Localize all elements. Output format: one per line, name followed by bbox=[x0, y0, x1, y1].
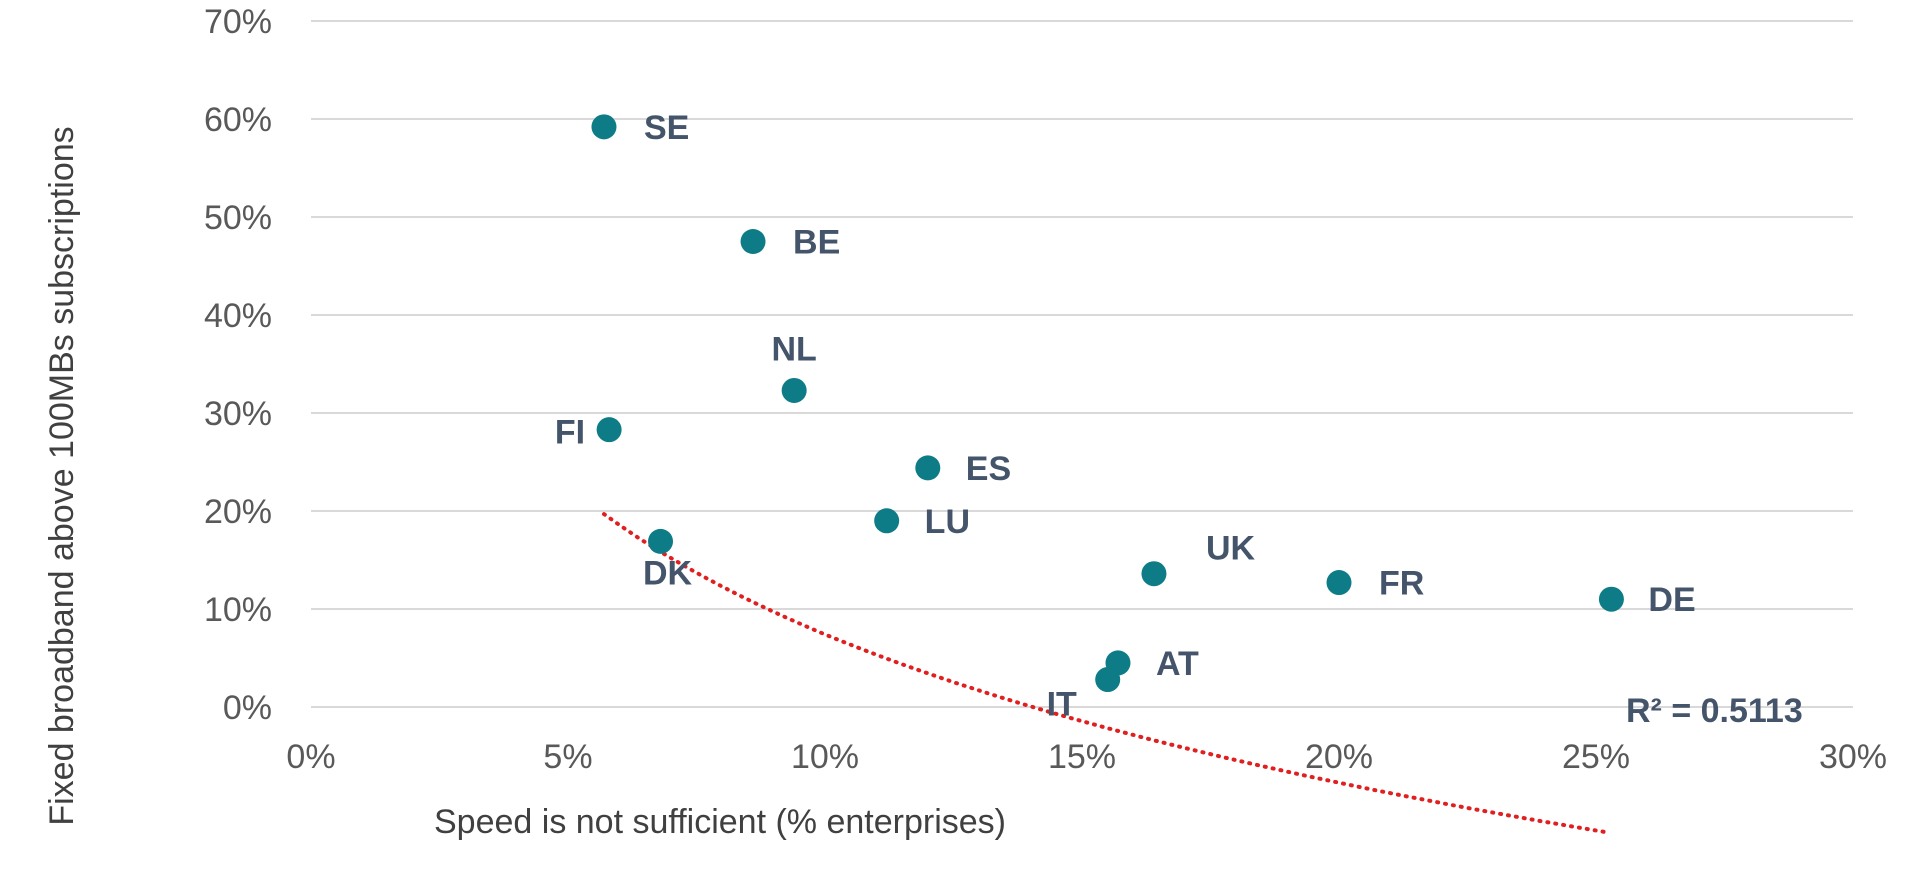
data-point-fr bbox=[1326, 570, 1352, 596]
x-tick-label: 20% bbox=[1305, 738, 1373, 776]
point-label-se: SE bbox=[644, 109, 689, 147]
point-label-nl: NL bbox=[771, 330, 816, 368]
x-tick-label: 0% bbox=[286, 738, 335, 776]
point-labels: SE BE NL FI ES LU DK UK FR DE AT IT bbox=[555, 109, 1696, 724]
x-axis-title: Speed is not sufficient (% enterprises) bbox=[434, 803, 1006, 841]
point-label-it: IT bbox=[1047, 686, 1077, 724]
x-tick-label: 5% bbox=[543, 738, 592, 776]
data-point-it bbox=[1095, 667, 1121, 693]
x-tick-label: 30% bbox=[1819, 738, 1887, 776]
point-label-fi: FI bbox=[555, 414, 585, 452]
point-label-es: ES bbox=[966, 450, 1011, 488]
data-point-fi bbox=[596, 417, 622, 443]
point-label-dk: DK bbox=[643, 554, 693, 592]
x-axis-ticks: 0% 5% 10% 15% 20% 25% 30% bbox=[286, 738, 1887, 776]
data-point-es bbox=[915, 455, 941, 481]
point-label-fr: FR bbox=[1379, 565, 1424, 603]
y-tick-label: 70% bbox=[204, 3, 272, 41]
y-tick-label: 0% bbox=[223, 689, 272, 727]
data-points bbox=[591, 114, 1624, 693]
trendline bbox=[602, 512, 1609, 835]
data-point-dk bbox=[648, 528, 674, 554]
gridlines bbox=[311, 20, 1853, 708]
r-squared-label: R² = 0.5113 bbox=[1626, 692, 1803, 730]
y-tick-label: 20% bbox=[204, 493, 272, 531]
x-tick-label: 25% bbox=[1562, 738, 1630, 776]
y-axis-title: Fixed broadband above 100MBs subscriptio… bbox=[43, 126, 81, 825]
data-point-de bbox=[1598, 586, 1624, 612]
data-point-lu bbox=[874, 508, 900, 534]
y-tick-label: 10% bbox=[204, 591, 272, 629]
y-tick-label: 60% bbox=[204, 101, 272, 139]
point-label-uk: UK bbox=[1206, 530, 1256, 568]
data-point-uk bbox=[1141, 561, 1167, 587]
y-tick-label: 40% bbox=[204, 297, 272, 335]
y-axis-ticks: 0% 10% 20% 30% 40% 50% 60% 70% bbox=[204, 3, 272, 727]
y-tick-label: 30% bbox=[204, 395, 272, 433]
point-label-de: DE bbox=[1648, 581, 1695, 619]
x-tick-label: 15% bbox=[1048, 738, 1116, 776]
point-label-lu: LU bbox=[925, 503, 970, 541]
y-tick-label: 50% bbox=[204, 199, 272, 237]
point-label-at: AT bbox=[1156, 645, 1199, 683]
data-point-nl bbox=[781, 377, 807, 403]
point-label-be: BE bbox=[793, 224, 840, 262]
x-tick-label: 10% bbox=[791, 738, 859, 776]
data-point-be bbox=[740, 229, 766, 254]
data-point-se bbox=[591, 114, 617, 140]
